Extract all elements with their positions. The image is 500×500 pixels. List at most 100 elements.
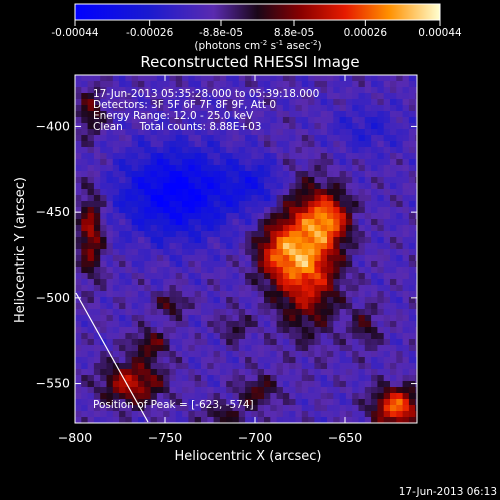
heatmap-cell [371,201,378,208]
heatmap-cell [238,261,246,268]
heatmap-cell [270,219,277,226]
heatmap-cell [333,147,340,154]
heatmap-cell [119,363,126,370]
heatmap-cell [358,249,366,256]
heatmap-cell [169,261,177,268]
heatmap-cell [93,171,101,178]
heatmap-cell [175,171,183,178]
heatmap-cell [219,93,227,100]
heatmap-cell [87,111,95,118]
heatmap-cell [422,351,429,357]
heatmap-cell [390,303,397,310]
heatmap-cell [213,339,221,346]
heatmap-cell [207,357,214,364]
heatmap-cell [295,249,303,256]
heatmap-cell [408,387,416,394]
heatmap-cell [175,303,183,310]
heatmap-cell [251,225,259,232]
heatmap-cell [276,201,284,208]
heatmap-cell [327,327,334,334]
heatmap-cell [402,393,410,400]
heatmap-cell [352,405,359,412]
heatmap-cell [390,249,397,256]
heatmap-cell [238,135,246,142]
heatmap-cell [245,207,252,214]
heatmap-cell [333,237,340,244]
heatmap-cell [245,99,252,106]
heatmap-cell [276,123,284,130]
heatmap-cell [352,249,359,256]
heatmap-cell [251,339,259,346]
heatmap-cell [100,183,107,190]
heatmap-cell [219,399,227,406]
heatmap-cell [81,315,88,322]
timestamp: 17-Jun-2013 06:13 [399,486,497,498]
heatmap-cell [112,387,120,394]
heatmap-cell [93,321,101,328]
heatmap-cell [277,423,284,429]
heatmap-cell [383,165,391,172]
heatmap-cell [207,333,214,340]
heatmap-cell [93,279,101,286]
heatmap-cell [81,405,88,412]
heatmap-cell [339,327,347,334]
heatmap-cell [339,333,347,340]
heatmap-cell [422,357,429,363]
heatmap-cell [301,207,309,214]
heatmap-cell [320,81,328,88]
heatmap-cell [226,189,233,196]
heatmap-cell [100,345,107,352]
heatmap-cell [87,147,95,154]
heatmap-cell [402,219,410,226]
heatmap-cell [270,231,277,238]
heatmap-cell [131,417,139,423]
heatmap-cell [213,399,221,406]
heatmap-cell [245,219,252,226]
heatmap-cell [314,147,322,154]
heatmap-cell [81,345,88,352]
heatmap-cell [308,255,315,262]
heatmap-cell [138,219,145,226]
heatmap-cell [364,237,372,244]
heatmap-cell [150,333,158,340]
heatmap-cell [156,333,164,340]
heatmap-cell [188,183,196,190]
heatmap-cell [213,207,221,214]
heatmap-cell [422,135,429,141]
heatmap-cell [377,135,385,142]
heatmap-cell [390,207,397,214]
heatmap-cell [163,165,170,172]
heatmap-cell [282,345,290,352]
heatmap-cell [138,201,145,208]
heatmap-cell [295,141,303,148]
heatmap-cell [396,423,403,429]
heatmap-cell [364,249,372,256]
heatmap-cell [119,309,126,316]
heatmap-cell [207,147,214,154]
heatmap-cell [301,351,309,358]
heatmap-cell [226,207,233,214]
heatmap-cell [150,405,158,412]
heatmap-cell [182,225,189,232]
heatmap-cell [301,393,309,400]
heatmap-cell [75,219,82,226]
heatmap-cell [415,237,417,244]
heatmap-cell [320,159,328,166]
heatmap-cell [282,303,290,310]
heatmap-cell [320,297,328,304]
heatmap-cell [251,237,259,244]
heatmap-cell [125,357,133,364]
heatmap-cell [119,369,126,376]
heatmap-cell [282,183,290,190]
heatmap-cell [415,345,417,352]
heatmap-cell [232,237,240,244]
heatmap-cell [93,219,101,226]
heatmap-cell [422,171,429,177]
colorbar-ticks: -0.00044 -0.00026 -8.8e-05 8.8e-05 0.00026 0.… [51,20,462,39]
heatmap-cell [107,423,114,429]
heatmap-cell [422,165,429,171]
heatmap-cell [81,183,88,190]
heatmap-cell [119,327,126,334]
heatmap-cell [119,417,126,423]
heatmap-cell [194,363,202,370]
